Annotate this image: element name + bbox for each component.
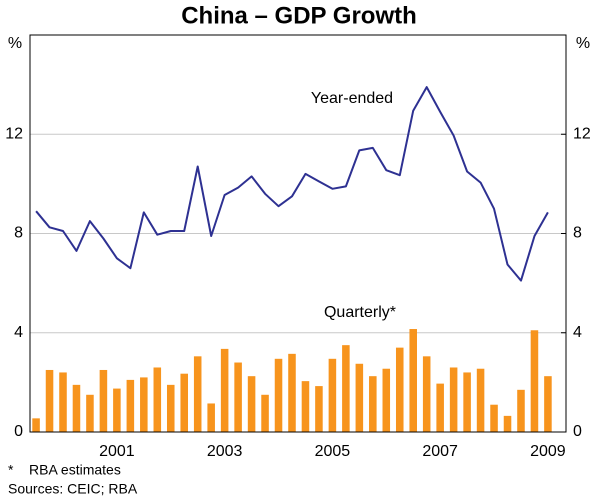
- bar: [328, 358, 337, 432]
- bar: [274, 358, 283, 432]
- bar: [193, 356, 202, 432]
- bar: [342, 345, 350, 432]
- bar: [113, 388, 121, 432]
- line: [35, 86, 549, 282]
- bar: [261, 394, 269, 432]
- bar: [530, 330, 539, 432]
- bar: [463, 372, 471, 432]
- bar: [180, 373, 189, 432]
- bar: [45, 369, 54, 432]
- chart-title: China – GDP Growth: [181, 2, 417, 29]
- bar: [153, 367, 162, 432]
- bar: [288, 353, 296, 432]
- x-tick-label: 2003: [207, 443, 243, 460]
- y-tick-label: 4: [14, 324, 23, 341]
- x-tick-label: 2007: [422, 443, 458, 460]
- bar: [517, 389, 525, 432]
- bar: [126, 379, 135, 432]
- bar: [86, 394, 94, 432]
- bar: [449, 367, 458, 432]
- bar: [436, 383, 444, 432]
- y2-tick-label: 0: [573, 423, 582, 440]
- bar: [476, 368, 485, 432]
- bar: [247, 376, 256, 432]
- y2-tick-label: 8: [573, 225, 582, 242]
- y2-axis-label: %: [576, 35, 590, 52]
- source-note: Sources: CEIC; RBA: [8, 481, 138, 497]
- y-axis-label: %: [8, 35, 22, 52]
- bar: [207, 403, 215, 432]
- bar: [382, 368, 391, 432]
- bar: [72, 384, 81, 432]
- y-tick-label: 12: [5, 125, 23, 142]
- y-tick-label: 0: [14, 423, 23, 440]
- bar: [422, 356, 431, 432]
- y2-tick-label: 4: [573, 324, 582, 341]
- plot-border: [29, 34, 567, 433]
- bar: [503, 415, 512, 432]
- y2-tick-label: 12: [573, 125, 591, 142]
- bar: [99, 369, 108, 432]
- bar: [315, 386, 323, 432]
- x-tick-label: 2001: [99, 443, 135, 460]
- bar: [220, 348, 229, 432]
- bar: [59, 372, 67, 432]
- bar: [166, 384, 175, 432]
- bar: [409, 329, 417, 432]
- bar: [355, 363, 364, 432]
- bar: [395, 347, 404, 432]
- bar: [490, 404, 498, 432]
- footnote: * RBA estimates: [8, 462, 121, 478]
- bar: [301, 381, 310, 432]
- bar: [32, 418, 40, 432]
- bar: [544, 376, 552, 432]
- y-tick-label: 8: [14, 225, 23, 242]
- series-label: Quarterly*: [324, 304, 396, 321]
- series-label: Year-ended: [311, 90, 393, 107]
- x-tick-label: 2005: [315, 443, 351, 460]
- bar: [140, 377, 148, 432]
- bar: [369, 376, 377, 432]
- bar: [234, 362, 242, 432]
- x-tick-label: 2009: [530, 443, 566, 460]
